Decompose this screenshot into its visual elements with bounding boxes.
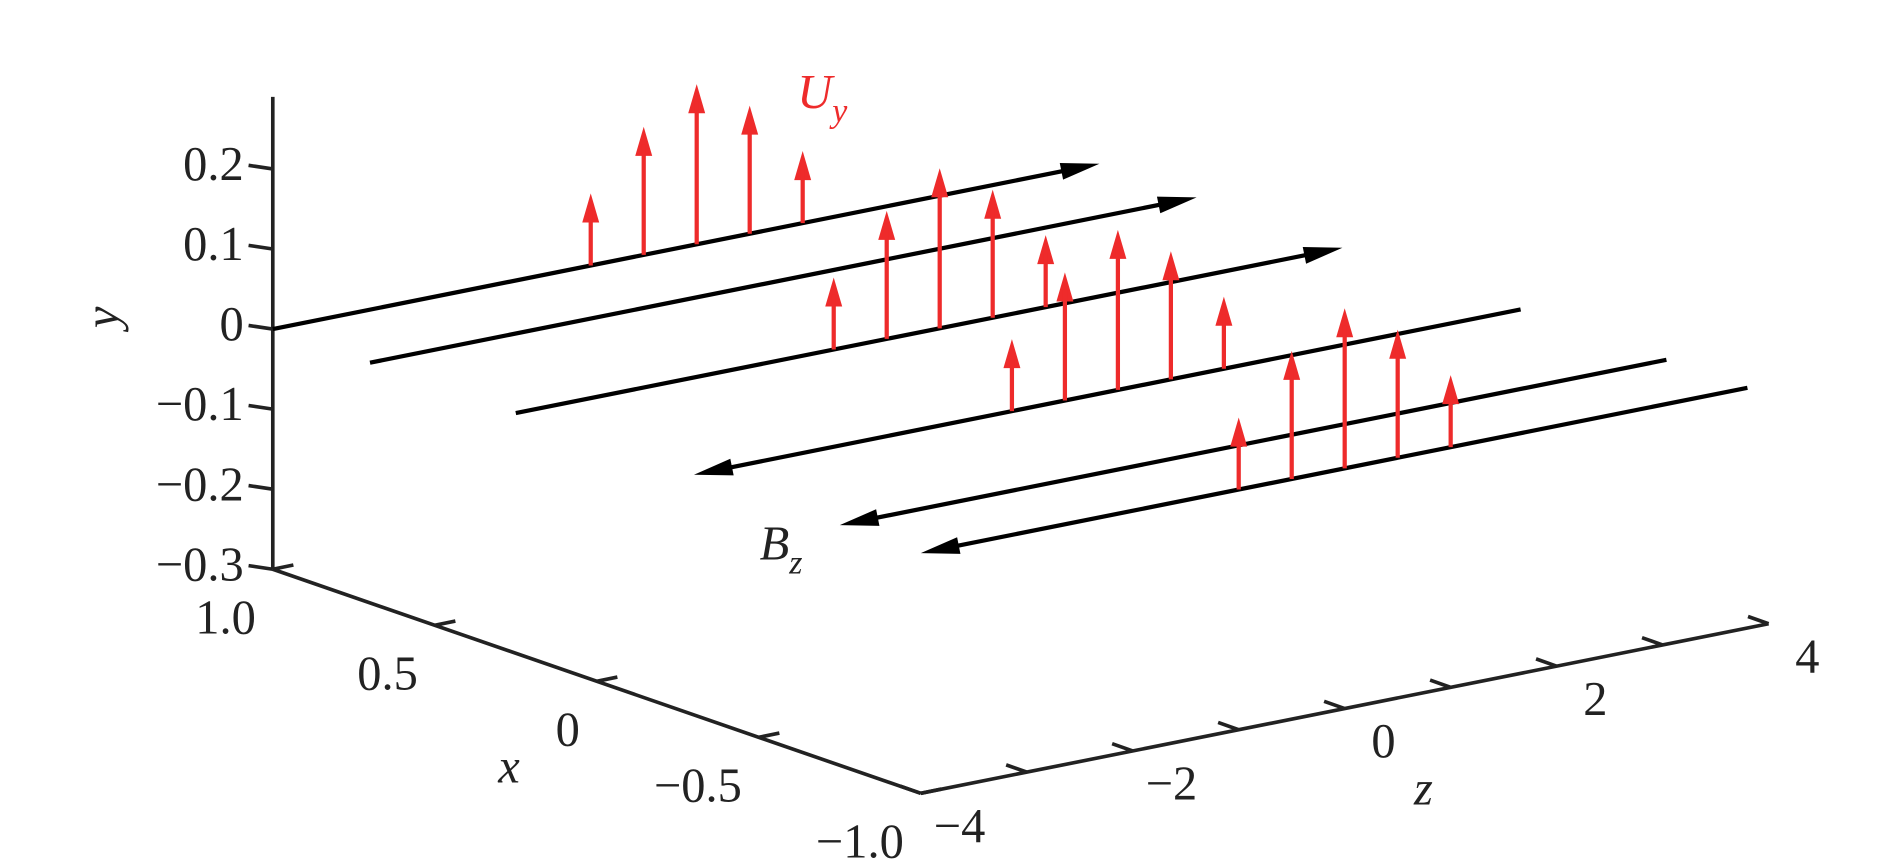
z-tick-label: 0	[1371, 715, 1395, 768]
y-tick	[248, 323, 274, 331]
arrowhead	[1156, 196, 1197, 214]
arrowhead	[1059, 163, 1100, 180]
field-line	[369, 199, 1175, 365]
arrowhead	[984, 189, 1002, 219]
arrowhead	[1215, 296, 1233, 326]
y-tick-label: 0.1	[183, 218, 244, 271]
arrowhead	[794, 151, 812, 181]
y-tick-label: −0.2	[156, 458, 244, 511]
z-axis	[920, 621, 1769, 796]
arrowhead	[1283, 350, 1301, 380]
label-main: B	[760, 518, 790, 571]
arrowhead	[741, 105, 759, 135]
arrowhead	[1302, 247, 1343, 264]
y-tick-label: 0	[220, 298, 244, 351]
x-axis-title: x	[497, 741, 520, 794]
z-tick	[1747, 614, 1770, 626]
y-tick	[248, 163, 274, 171]
arrowhead	[1037, 235, 1055, 265]
arrowhead	[635, 126, 653, 156]
z-tick-label: 4	[1795, 630, 1819, 683]
x-tick	[272, 563, 294, 572]
y-tick	[248, 243, 274, 251]
label-main: U	[797, 66, 835, 119]
x-tick-label: 0.5	[357, 648, 418, 701]
z-tick	[899, 784, 922, 796]
arrowhead	[1056, 272, 1074, 302]
label-sub: z	[788, 544, 802, 581]
arrowhead	[920, 537, 961, 554]
x-tick-label: 0	[556, 704, 580, 757]
z-tick-label: −4	[934, 800, 986, 853]
arrows-label: Uy	[797, 66, 848, 130]
arrowhead	[688, 84, 706, 114]
arrowhead	[878, 210, 896, 240]
y-tick-label: −0.1	[156, 378, 244, 431]
x-tick	[920, 787, 942, 796]
x-tick-label: 1.0	[195, 592, 256, 645]
y-tick-label: 0.2	[183, 138, 244, 191]
z-tick	[1323, 699, 1346, 711]
x-tick	[758, 731, 780, 740]
z-tick	[1217, 720, 1240, 732]
x-tick-label: −1.0	[816, 816, 904, 866]
arrowhead	[1442, 375, 1460, 405]
x-tick-label: −0.5	[654, 760, 742, 813]
z-tick-label: −2	[1146, 758, 1198, 811]
arrowhead	[1003, 339, 1021, 369]
y-tick-label: −0.3	[156, 538, 244, 591]
x-tick	[434, 619, 456, 628]
z-tick-label: 2	[1583, 673, 1607, 726]
field-label: Bz	[760, 518, 803, 582]
z-axis-title: z	[1413, 762, 1433, 815]
label-sub: y	[829, 93, 848, 130]
field-line	[515, 250, 1321, 416]
y-tick	[248, 403, 274, 411]
z-tick	[1535, 657, 1558, 668]
y-tick	[248, 563, 274, 572]
arrowhead	[1336, 308, 1354, 338]
arrowhead	[825, 277, 843, 307]
field-line	[862, 357, 1667, 523]
arrowhead	[1109, 229, 1127, 259]
y-tick	[248, 483, 274, 491]
z-tick	[1005, 763, 1028, 774]
z-tick	[1429, 678, 1452, 690]
arrowhead	[582, 193, 600, 223]
y-axis-title: y	[76, 306, 129, 333]
arrowhead	[1230, 417, 1248, 447]
arrowhead	[1389, 329, 1407, 359]
x-tick	[596, 675, 618, 684]
arrowhead	[1162, 251, 1180, 281]
z-tick	[1641, 635, 1664, 647]
arrowhead	[931, 168, 949, 198]
arrowhead	[693, 458, 734, 476]
z-tick	[1111, 741, 1134, 753]
arrowhead	[839, 509, 880, 526]
field-line	[272, 166, 1078, 332]
